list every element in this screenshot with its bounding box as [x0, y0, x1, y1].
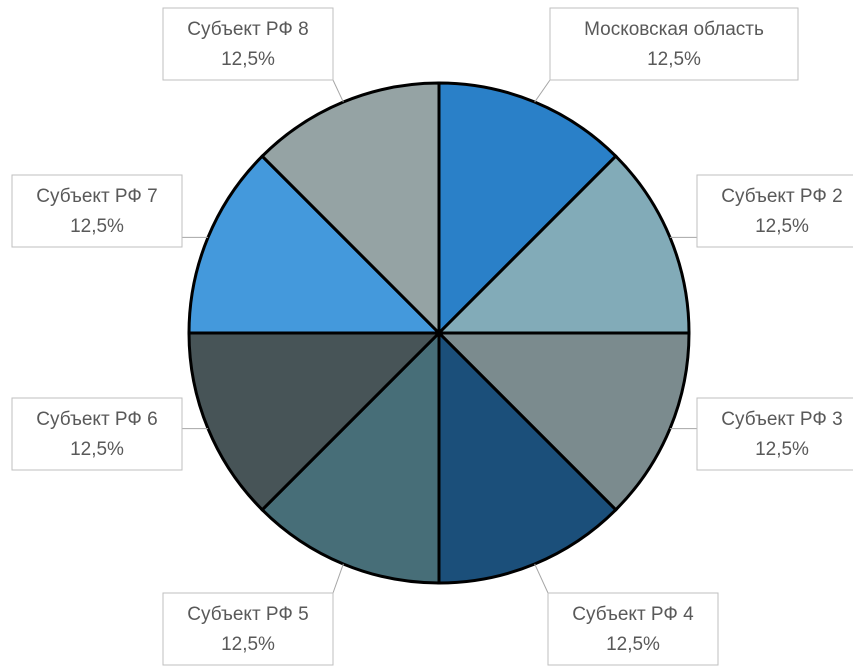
label-box: [696, 397, 853, 471]
pie-slice: [260, 81, 441, 337]
value-label: 12,5%: [70, 216, 124, 237]
leader-line: [534, 79, 551, 103]
label-box: [696, 174, 853, 248]
pie-slice: [187, 154, 443, 335]
leader-line: [332, 79, 344, 103]
label-box: [11, 174, 183, 248]
label-box: [11, 397, 183, 471]
pie-slice: [260, 329, 441, 585]
value-label: 12,5%: [221, 49, 275, 70]
category-label: Субъект РФ 8: [187, 19, 308, 40]
leader-line: [332, 563, 344, 594]
value-label: 12,5%: [755, 439, 809, 460]
pie-slice: [437, 329, 618, 585]
pie-slice: [435, 331, 691, 512]
value-label: 12,5%: [647, 49, 701, 70]
value-label: 12,5%: [221, 634, 275, 655]
category-label: Субъект РФ 6: [36, 409, 157, 430]
category-label: Субъект РФ 3: [721, 409, 842, 430]
category-label: Субъект РФ 2: [721, 186, 842, 207]
pie-slice: [435, 154, 691, 335]
value-label: 12,5%: [755, 216, 809, 237]
value-label: 12,5%: [70, 439, 124, 460]
pie-slice: [187, 331, 443, 512]
category-label: Субъект РФ 4: [572, 604, 694, 625]
label-box: [162, 7, 334, 81]
label-box: [549, 7, 799, 81]
category-label: Московская область: [584, 19, 764, 40]
value-label: 12,5%: [606, 634, 660, 655]
label-box: [547, 592, 719, 666]
category-label: Субъект РФ 5: [187, 604, 308, 625]
leader-line: [534, 563, 549, 594]
label-box: [162, 592, 334, 666]
pie-slice: [437, 81, 618, 337]
category-label: Субъект РФ 7: [36, 186, 157, 207]
